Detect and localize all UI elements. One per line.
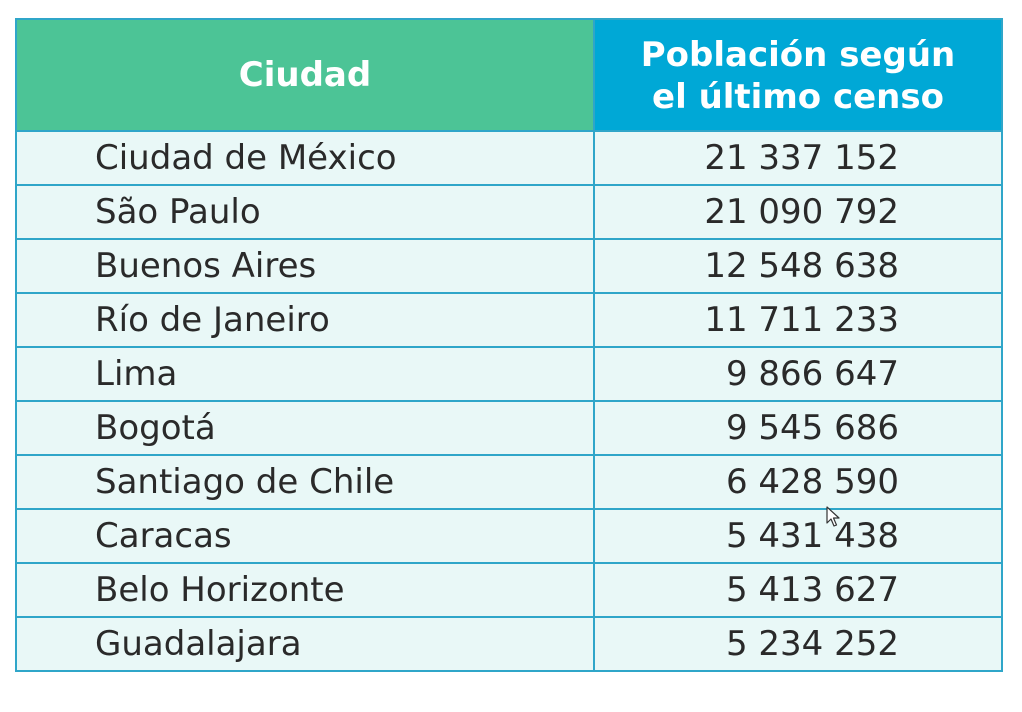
table-row: Buenos Aires 12 548 638	[15, 238, 1003, 294]
header-row: Ciudad Población según el último censo	[15, 18, 1003, 132]
table-row: Ciudad de México 21 337 152	[15, 130, 1003, 186]
city-cell: São Paulo	[15, 184, 595, 240]
population-cell: 9 866 647	[593, 346, 1003, 402]
header-population: Población según el último censo	[593, 18, 1003, 132]
city-cell: Lima	[15, 346, 595, 402]
table-row: São Paulo 21 090 792	[15, 184, 1003, 240]
population-cell: 12 548 638	[593, 238, 1003, 294]
city-cell: Belo Horizonte	[15, 562, 595, 618]
population-table: Ciudad Población según el último censo C…	[15, 18, 1003, 672]
table-row: Caracas 5 431 438	[15, 508, 1003, 564]
header-city: Ciudad	[15, 18, 595, 132]
population-cell: 5 234 252	[593, 616, 1003, 672]
table-row: Guadalajara 5 234 252	[15, 616, 1003, 672]
population-cell: 5 413 627	[593, 562, 1003, 618]
table-row: Lima 9 866 647	[15, 346, 1003, 402]
table-body: Ciudad de México 21 337 152 São Paulo 21…	[15, 130, 1003, 672]
population-cell: 9 545 686	[593, 400, 1003, 456]
population-cell: 11 711 233	[593, 292, 1003, 348]
mouse-pointer-icon	[826, 506, 840, 527]
population-table-container: Ciudad Población según el último censo C…	[15, 18, 1003, 672]
header-population-line1: Población según	[640, 35, 956, 75]
header-population-line2: el último censo	[652, 77, 944, 117]
city-cell: Ciudad de México	[15, 130, 595, 186]
population-cell: 5 431 438	[593, 508, 1003, 564]
table-row: Río de Janeiro 11 711 233	[15, 292, 1003, 348]
population-cell: 6 428 590	[593, 454, 1003, 510]
table-row: Bogotá 9 545 686	[15, 400, 1003, 456]
population-cell: 21 090 792	[593, 184, 1003, 240]
city-cell: Guadalajara	[15, 616, 595, 672]
table-row: Santiago de Chile 6 428 590	[15, 454, 1003, 510]
table-row: Belo Horizonte 5 413 627	[15, 562, 1003, 618]
city-cell: Santiago de Chile	[15, 454, 595, 510]
city-cell: Bogotá	[15, 400, 595, 456]
city-cell: Caracas	[15, 508, 595, 564]
table-header: Ciudad Población según el último censo	[15, 18, 1003, 132]
population-cell: 21 337 152	[593, 130, 1003, 186]
city-cell: Río de Janeiro	[15, 292, 595, 348]
city-cell: Buenos Aires	[15, 238, 595, 294]
